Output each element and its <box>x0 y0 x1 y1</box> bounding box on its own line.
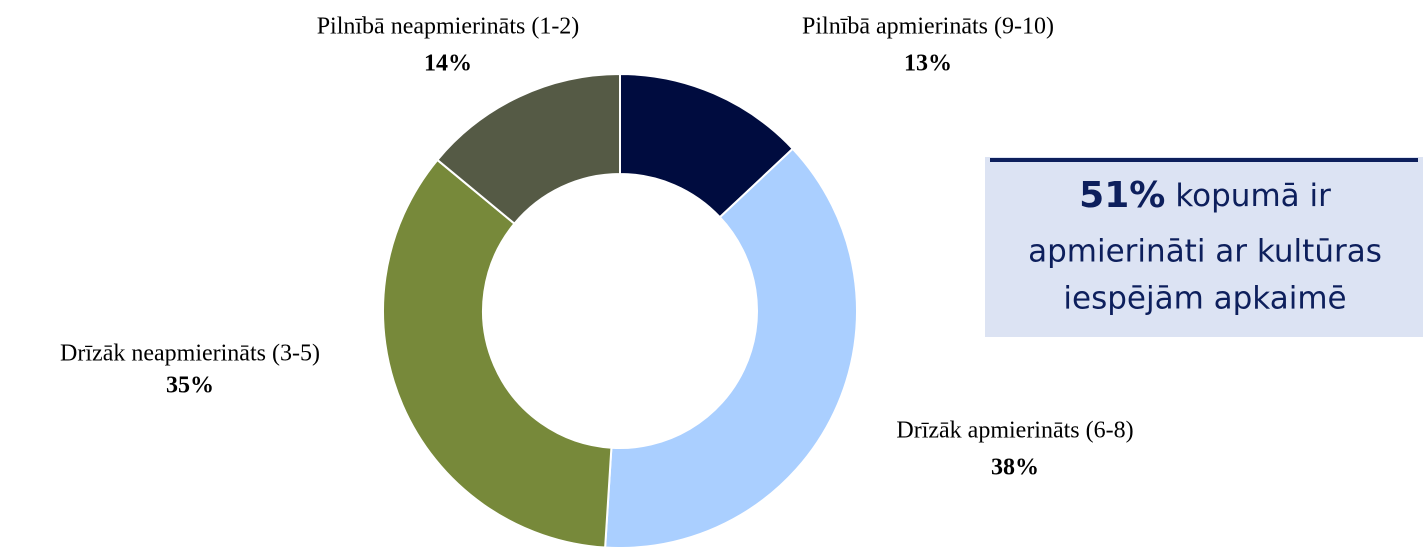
value-label: 35% <box>166 373 214 399</box>
category-label: Pilnībā neapmierināts (1-2) <box>317 14 580 40</box>
annotation-line: 51% kopumā ir <box>1079 175 1331 216</box>
donut-segment <box>435 72 621 226</box>
annotation-text: iespējām apkaimē <box>1063 281 1346 317</box>
donut-segment <box>382 158 613 547</box>
value-label: 38% <box>991 455 1039 481</box>
category-label: Pilnībā apmierināts (9-10) <box>802 14 1054 40</box>
annotation-text: kopumā ir <box>1175 178 1331 214</box>
value-label: 14% <box>424 51 472 77</box>
category-label: Drīzāk apmierināts (6-8) <box>896 418 1133 444</box>
category-label: Drīzāk neapmierināts (3-5) <box>60 341 320 367</box>
annotation-highlight: 51% <box>1079 175 1165 216</box>
donut-segment <box>604 147 858 547</box>
annotation-box <box>985 157 1423 337</box>
annotation-text: apmierināti ar kultūras <box>1028 234 1382 270</box>
value-label: 13% <box>904 51 952 77</box>
